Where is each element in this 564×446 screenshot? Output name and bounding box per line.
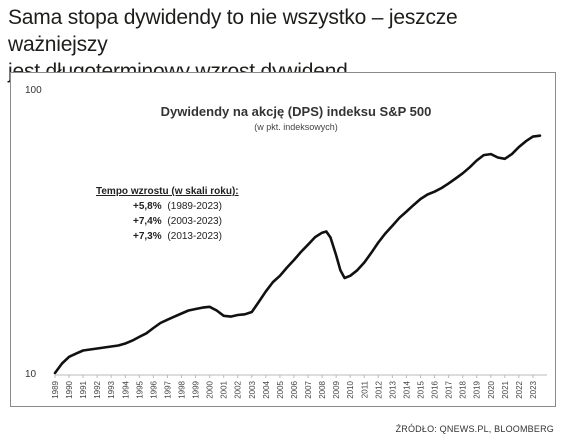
x-tick-label: 1993 bbox=[107, 380, 116, 398]
annotation-item-1-value: +5,8% bbox=[133, 201, 162, 212]
x-tick-label: 2019 bbox=[473, 380, 482, 398]
x-tick-label: 2002 bbox=[234, 380, 243, 398]
annotation-item-2-period: (2003-2023) bbox=[167, 216, 221, 227]
headline-line-1: Sama stopa dywidendy to nie wszystko – j… bbox=[8, 6, 458, 56]
x-tick-label: 2017 bbox=[445, 380, 454, 398]
x-tick-label: 2003 bbox=[248, 380, 257, 398]
annotation-item-3-value: +7,3% bbox=[133, 231, 162, 242]
x-tick-label: 1998 bbox=[178, 380, 187, 398]
x-tick-label: 2010 bbox=[346, 380, 355, 398]
x-tick-label: 1989 bbox=[51, 380, 60, 398]
x-tick-label: 1992 bbox=[93, 380, 102, 398]
x-tick-label: 2000 bbox=[206, 380, 215, 398]
x-tick-label: 2016 bbox=[431, 380, 440, 398]
x-tick-label: 2008 bbox=[318, 380, 327, 398]
x-tick-label: 2018 bbox=[459, 380, 468, 398]
x-tick-label: 2005 bbox=[276, 380, 285, 398]
x-tick-label: 2007 bbox=[304, 380, 313, 398]
x-tick-label: 1995 bbox=[135, 380, 144, 398]
x-tick-label: 2021 bbox=[501, 380, 510, 398]
series-line bbox=[53, 134, 542, 375]
chart-panel: Dywidendy na akcję (DPS) indeksu S&P 500… bbox=[10, 72, 556, 407]
annotation-item-1: +5,8% (1989-2023) bbox=[133, 201, 222, 212]
x-tick-label: 2015 bbox=[416, 380, 425, 398]
y-axis: 10 100 bbox=[25, 85, 42, 380]
x-tick-label: 2006 bbox=[290, 380, 299, 398]
chart-subtitle: (w pkt. indeksowych) bbox=[254, 122, 338, 132]
x-tick-label: 1997 bbox=[163, 380, 172, 398]
x-tick-label: 2011 bbox=[360, 380, 369, 398]
x-tick-label: 2013 bbox=[388, 380, 397, 398]
source-note: ŹRÓDŁO: QNEWS.PL, BLOOMBERG bbox=[395, 424, 554, 434]
x-axis: 1989 1990 1991 1992 1993 1994 1995 1996 1997 1998… bbox=[51, 374, 547, 399]
series-layer bbox=[53, 134, 542, 375]
x-tick-label: 1994 bbox=[121, 380, 130, 398]
annotation-heading: Tempo wzrostu (w skali roku): bbox=[96, 186, 239, 197]
annotation-item-2-value: +7,4% bbox=[133, 216, 162, 227]
x-tick-label: 1999 bbox=[192, 380, 201, 398]
chart-title: Dywidendy na akcję (DPS) indeksu S&P 500 bbox=[161, 104, 432, 119]
x-tick-label: 1991 bbox=[79, 380, 88, 398]
x-tick-label: 2009 bbox=[332, 380, 341, 398]
x-tick-label: 2023 bbox=[529, 380, 538, 398]
x-tick-label: 2012 bbox=[374, 380, 383, 398]
growth-annotation: Tempo wzrostu (w skali roku): +5,8% (198… bbox=[96, 186, 239, 242]
x-tick-label: 1990 bbox=[65, 380, 74, 398]
x-tick-label: 2020 bbox=[487, 380, 496, 398]
annotation-item-2: +7,4% (2003-2023) bbox=[133, 216, 222, 227]
annotation-item-1-period: (1989-2023) bbox=[167, 201, 221, 212]
dividend-chart: Dywidendy na akcję (DPS) indeksu S&P 500… bbox=[25, 85, 547, 399]
x-tick-label: 2014 bbox=[402, 380, 411, 398]
annotation-item-3: +7,3% (2013-2023) bbox=[133, 231, 222, 242]
y-tick-label: 100 bbox=[25, 85, 42, 96]
x-tick-label: 2001 bbox=[220, 380, 229, 398]
x-tick-label: 1996 bbox=[149, 380, 158, 398]
annotation-item-3-period: (2013-2023) bbox=[167, 231, 221, 242]
x-tick-label: 2022 bbox=[515, 380, 524, 398]
x-tick-label: 2004 bbox=[262, 380, 271, 398]
y-tick-label: 10 bbox=[25, 369, 37, 380]
